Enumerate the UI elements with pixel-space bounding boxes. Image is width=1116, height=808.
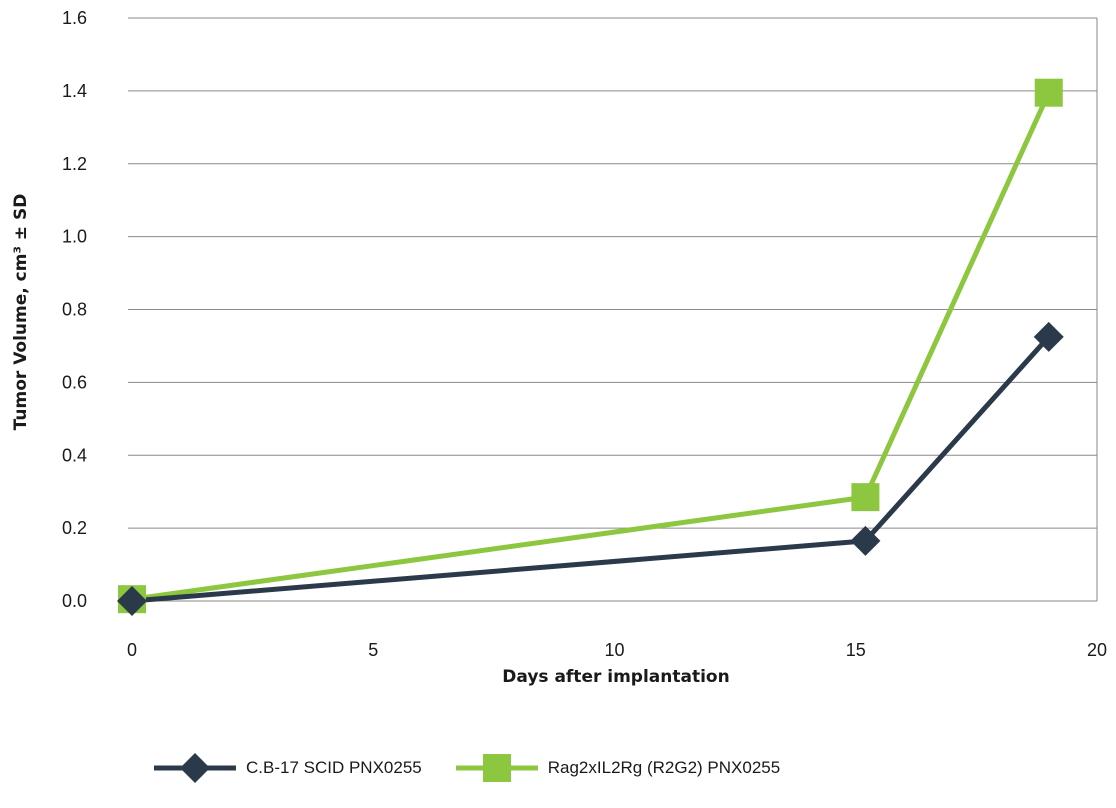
legend-marker-diamond <box>154 753 236 783</box>
legend-marker <box>180 753 210 783</box>
y-tick-label: 0.0 <box>62 591 87 611</box>
legend-item-series-2: Rag2xIL2Rg (R2G2) PNX0255 <box>452 748 780 788</box>
y-tick-label: 0.4 <box>62 445 87 465</box>
series-2 <box>131 91 1052 602</box>
series-layer <box>117 78 1064 616</box>
legend-marker <box>482 754 511 782</box>
x-axis-tick-labels: 0 5 10 15 20 <box>127 640 1107 660</box>
data-point-square <box>1034 78 1063 107</box>
x-tick-label: 20 <box>1087 640 1107 660</box>
y-tick-label: 1.4 <box>62 81 87 101</box>
data-point-diamond <box>850 525 881 556</box>
legend-label-series-2: Rag2xIL2Rg (R2G2) PNX0255 <box>547 758 781 777</box>
y-tick-label: 1.0 <box>62 227 87 247</box>
series-line <box>131 91 1052 602</box>
x-axis-title: Days after implantation <box>502 667 729 687</box>
y-tick-label: 1.6 <box>62 8 87 28</box>
y-axis-title: Tumor Volume, cm³ ± SD <box>11 194 31 431</box>
series-line <box>131 335 1051 604</box>
series-1 <box>131 335 1051 604</box>
data-point-diamond <box>117 586 147 616</box>
x-tick-label: 0 <box>127 640 137 660</box>
y-tick-label: 0.2 <box>62 518 87 538</box>
line-chart: 0.0 0.2 0.4 0.6 0.8 1.0 1.2 1.4 1.6 0 5 10 15 20 Tum… <box>11 8 1107 687</box>
x-tick-label: 5 <box>368 640 378 660</box>
x-tick-label: 10 <box>604 640 624 660</box>
y-tick-label: 1.2 <box>62 154 87 174</box>
y-tick-label: 0.6 <box>62 372 87 392</box>
x-tick-label: 15 <box>846 640 866 660</box>
legend-label-series-1: C.B-17 SCID PNX0255 <box>246 758 422 777</box>
legend: C.B-17 SCID PNX0255 Rag2xIL2Rg (R2G2) PN… <box>150 748 810 788</box>
gridlines <box>128 17 1098 602</box>
data-point-square <box>851 483 880 512</box>
y-axis-tick-labels: 0.0 0.2 0.4 0.6 0.8 1.0 1.2 1.4 1.6 <box>62 8 87 611</box>
series-1-markers <box>117 321 1064 616</box>
y-tick-label: 0.8 <box>62 300 87 320</box>
legend-item-series-1: C.B-17 SCID PNX0255 <box>150 748 422 788</box>
legend-marker-square <box>455 754 538 782</box>
data-point-diamond <box>1033 321 1064 352</box>
